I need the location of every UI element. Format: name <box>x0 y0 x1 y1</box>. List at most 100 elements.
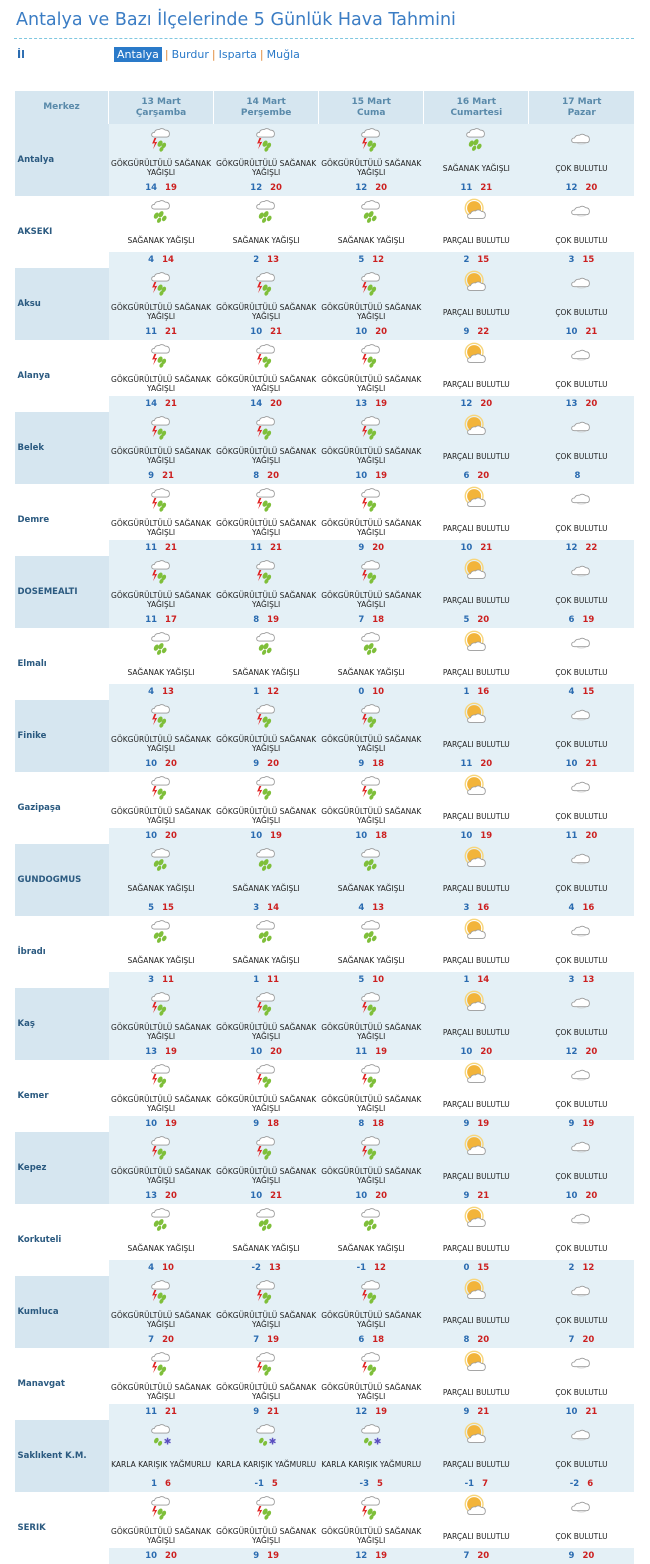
condition-text: ÇOK BULUTLU <box>528 444 634 468</box>
weather-cell <box>528 700 634 732</box>
min-temp: 10 <box>355 327 368 337</box>
il-label: İl <box>17 48 25 61</box>
temperature-cell: -1 5 <box>213 1476 319 1492</box>
temperature-cell: 7 20 <box>423 1548 529 1564</box>
district-name: İbradı <box>14 916 109 988</box>
thunder-shower-icon <box>252 1492 280 1520</box>
shower-icon <box>147 628 175 656</box>
max-temp: 18 <box>372 615 385 625</box>
min-temp: 11 <box>460 183 473 193</box>
thunder-shower-icon <box>252 268 280 296</box>
min-temp: 9 <box>253 1551 260 1561</box>
max-temp: 21 <box>165 543 177 553</box>
tab-mugla[interactable]: Muğla <box>266 48 300 61</box>
max-temp: 12 <box>372 255 385 265</box>
thunder-shower-icon <box>147 772 175 800</box>
partly-cloudy-icon <box>462 988 490 1016</box>
weather-cell <box>318 484 424 516</box>
weather-cell <box>423 628 529 660</box>
tab-antalya[interactable]: Antalya <box>114 47 162 62</box>
temperature-row: 10 19 9 18 8 18 9 19 9 19 <box>15 1116 634 1132</box>
weather-cell <box>423 700 529 732</box>
temperature-cell: 1 11 <box>213 972 319 988</box>
condition-text: SAĞANAK YAĞIŞLI <box>108 660 214 684</box>
condition-text: KARLA KARIŞIK YAĞMURLU <box>108 1452 214 1476</box>
weather-cell: ✱ <box>213 1420 319 1452</box>
min-temp: 10 <box>355 831 368 841</box>
weather-cell <box>528 1060 634 1092</box>
condition-row: GÖKGÜRÜLTÜLÜ SAĞANAK YAĞIŞLI GÖKGÜRÜLTÜLÜ… <box>15 1020 634 1044</box>
condition-text: SAĞANAK YAĞIŞLI <box>213 948 319 972</box>
tab-isparta[interactable]: Isparta <box>218 48 257 61</box>
weather-cell <box>108 916 214 948</box>
temperature-row: 7 20 7 19 6 18 8 20 7 20 <box>15 1332 634 1348</box>
thunder-shower-icon <box>252 556 280 584</box>
temperature-cell: 3 13 <box>528 972 634 988</box>
weather-cell <box>108 1492 214 1524</box>
partly-cloudy-icon <box>462 628 490 656</box>
condition-row: GÖKGÜRÜLTÜLÜ SAĞANAK YAĞIŞLI GÖKGÜRÜLTÜLÜ… <box>15 372 634 396</box>
temperature-cell: 8 <box>528 468 634 484</box>
temperature-cell: 12 20 <box>423 396 529 412</box>
weather-cell <box>318 124 424 156</box>
province-tabs: Antalya | Burdur | Isparta | Muğla <box>114 47 300 62</box>
temperature-cell: 11 20 <box>423 756 529 772</box>
condition-text: GÖKGÜRÜLTÜLÜ SAĞANAK YAĞIŞLI <box>318 1092 424 1116</box>
temperature-cell: 10 21 <box>528 324 634 340</box>
temperature-row: 14 21 14 20 13 19 12 20 13 20 <box>15 396 634 412</box>
min-temp: 2 <box>253 255 260 265</box>
condition-text: ÇOK BULUTLU <box>528 300 634 324</box>
min-temp: 14 <box>250 399 263 409</box>
min-temp: 9 <box>568 1551 575 1561</box>
thunder-shower-icon <box>252 1276 280 1304</box>
temperature-cell: 4 16 <box>528 900 634 916</box>
condition-row: GÖKGÜRÜLTÜLÜ SAĞANAK YAĞIŞLI GÖKGÜRÜLTÜLÜ… <box>15 516 634 540</box>
condition-row: SAĞANAK YAĞIŞLI SAĞANAK YAĞIŞLI SAĞANAK YA… <box>15 660 634 684</box>
condition-row: GÖKGÜRÜLTÜLÜ SAĞANAK YAĞIŞLI GÖKGÜRÜLTÜLÜ… <box>15 1164 634 1188</box>
thunder-shower-icon <box>357 1132 385 1160</box>
min-temp: 6 <box>358 1335 365 1345</box>
shower-icon <box>462 124 490 152</box>
min-temp: 11 <box>145 543 158 553</box>
min-temp: 5 <box>358 255 365 265</box>
thunder-shower-icon <box>147 124 175 152</box>
partly-cloudy-icon <box>462 1060 490 1088</box>
tab-burdur[interactable]: Burdur <box>171 48 209 61</box>
max-temp: 16 <box>477 687 490 697</box>
condition-text: GÖKGÜRÜLTÜLÜ SAĞANAK YAĞIŞLI <box>318 372 424 396</box>
max-temp: 17 <box>165 615 177 625</box>
temperature-cell: -2 13 <box>213 1260 319 1276</box>
condition-text: GÖKGÜRÜLTÜLÜ SAĞANAK YAĞIŞLI <box>108 1524 214 1548</box>
weather-cell <box>108 1132 214 1164</box>
temperature-cell: 4 15 <box>528 684 634 700</box>
weather-cell: ✱ <box>318 1420 424 1452</box>
weather-cell <box>318 1348 424 1380</box>
min-temp: 0 <box>463 1263 470 1273</box>
day-name: Çarşamba <box>135 107 187 118</box>
temperature-cell: 9 20 <box>318 540 424 556</box>
cloudy-icon <box>567 988 595 1016</box>
condition-text: GÖKGÜRÜLTÜLÜ SAĞANAK YAĞIŞLI <box>213 1164 319 1188</box>
thunder-shower-icon <box>357 1348 385 1376</box>
thunder-shower-icon <box>147 1060 175 1088</box>
partly-cloudy-icon <box>462 772 490 800</box>
min-temp: 1 <box>463 975 470 985</box>
temperature-cell: 3 15 <box>528 252 634 268</box>
district-name: AKSEKI <box>14 196 109 268</box>
weather-cell <box>108 196 214 228</box>
condition-text: PARÇALI BULUTLU <box>423 444 529 468</box>
temperature-cell: 9 18 <box>213 1116 319 1132</box>
weather-cell <box>213 412 319 444</box>
cloudy-icon <box>567 1060 595 1088</box>
shower-icon <box>357 628 385 656</box>
min-temp: 3 <box>148 975 155 985</box>
condition-text: GÖKGÜRÜLTÜLÜ SAĞANAK YAĞIŞLI <box>213 444 319 468</box>
condition-text: GÖKGÜRÜLTÜLÜ SAĞANAK YAĞIŞLI <box>108 444 214 468</box>
temperature-cell: 10 21 <box>213 1188 319 1204</box>
sleet-icon: ✱ <box>357 1420 385 1448</box>
min-temp: 9 <box>253 759 260 769</box>
max-temp: 21 <box>162 471 174 481</box>
temperature-cell: 2 13 <box>213 252 319 268</box>
district-name: Kumluca <box>14 1276 109 1348</box>
weather-cell <box>423 124 529 156</box>
